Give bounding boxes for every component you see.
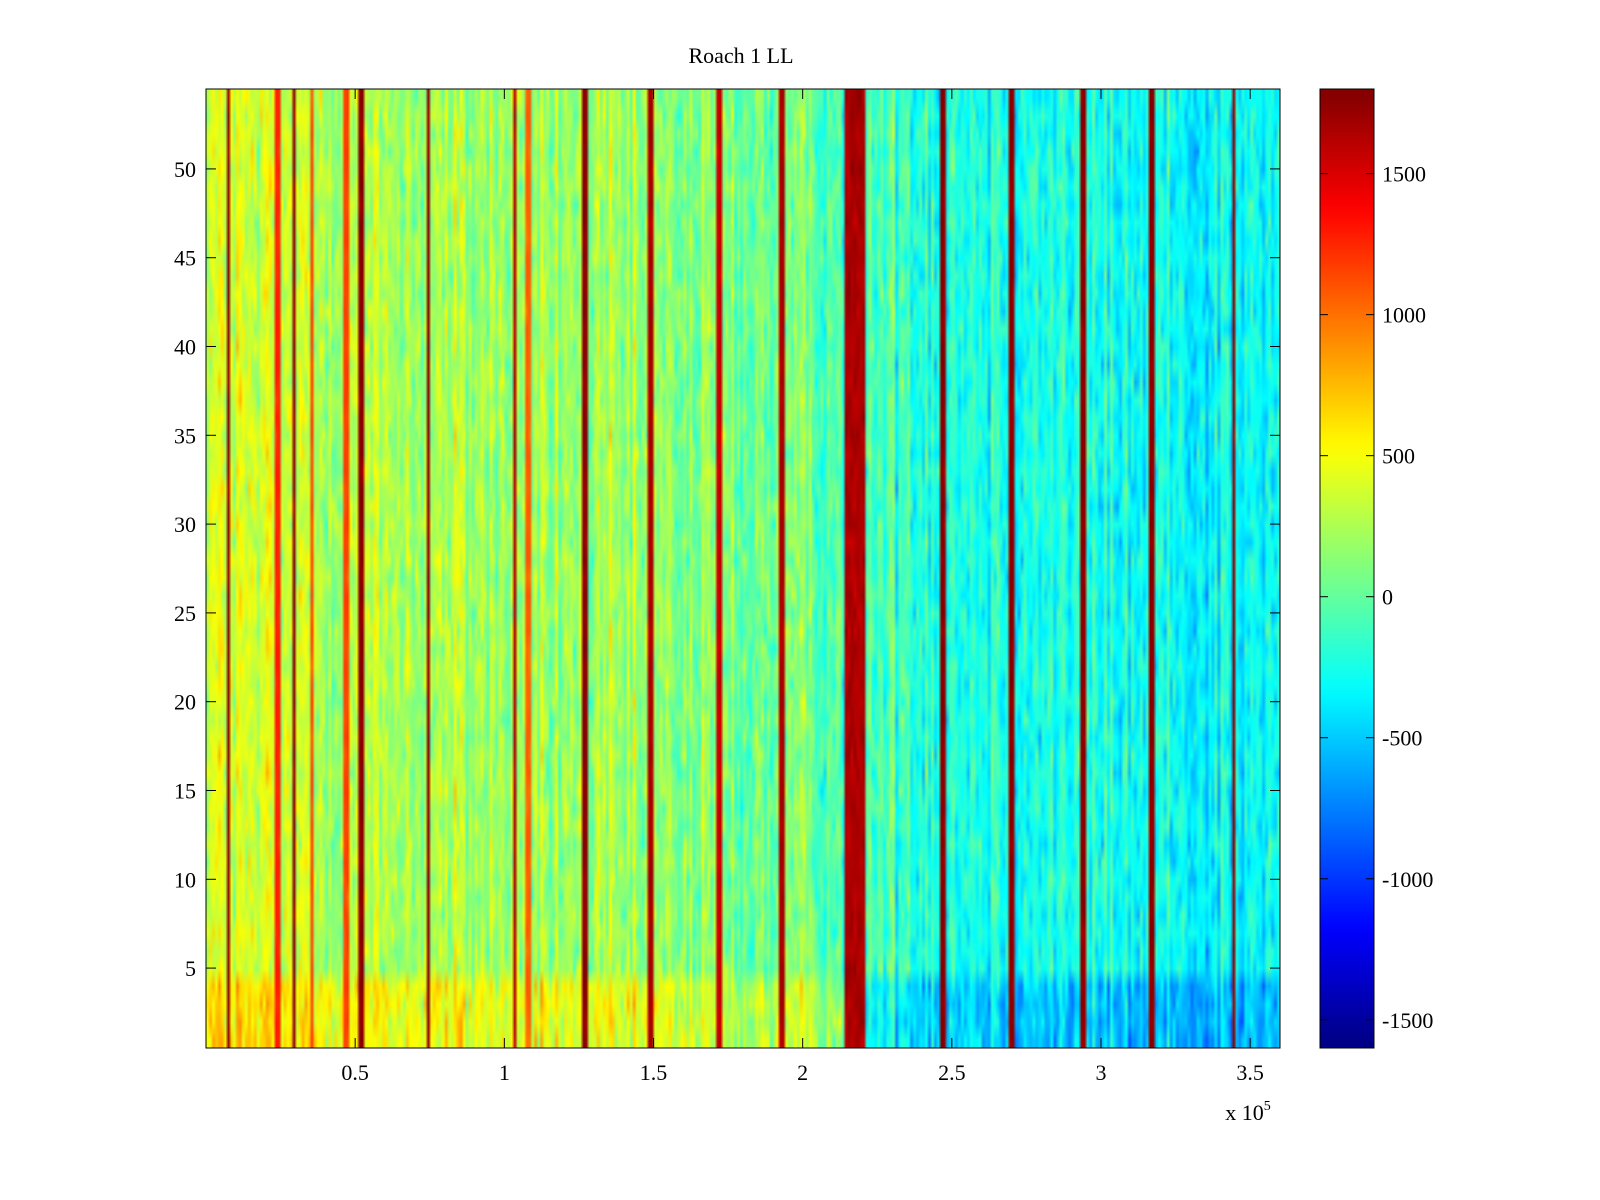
- y-tick-label: 35: [174, 423, 196, 448]
- y-tick-label: 5: [185, 956, 196, 981]
- colorbar-frame: [1319, 88, 1375, 1049]
- heatmap-image: [206, 89, 1280, 1048]
- colorbar-tick-label: -1500: [1382, 1008, 1433, 1033]
- x-tick-label: 1.5: [640, 1060, 668, 1085]
- x-tick-label: 1: [499, 1060, 510, 1085]
- x-tick-label: 2.5: [938, 1060, 966, 1085]
- x-tick-label: 0.5: [341, 1060, 369, 1085]
- x-exponent-power: 5: [1264, 1099, 1271, 1114]
- x-axis: 0.5 1 1.5 2 2.5 3 3.5: [341, 89, 1264, 1085]
- x-tick-label: 3.5: [1236, 1060, 1264, 1085]
- colorbar-gradient: [1320, 89, 1374, 1048]
- y-tick-label: 15: [174, 778, 196, 803]
- y-tick-label: 25: [174, 601, 196, 626]
- y-tick-label: 10: [174, 867, 196, 892]
- x-tick-label: 2: [797, 1060, 808, 1085]
- chart-title: Roach 1 LL: [688, 43, 793, 68]
- y-tick-label: 20: [174, 690, 196, 715]
- colorbar-tick-label: -1000: [1382, 867, 1433, 892]
- y-tick-label: 50: [174, 157, 196, 182]
- y-tick-label: 45: [174, 246, 196, 271]
- colorbar-tick-label: 1500: [1382, 162, 1426, 187]
- x-exponent-label: x 105: [1225, 1099, 1271, 1125]
- x-tick-label: 3: [1096, 1060, 1107, 1085]
- y-axis: 5 10 15 20 25 30 35 40 45 50: [174, 157, 1280, 981]
- colorbar-tick-label: -500: [1382, 726, 1422, 751]
- y-tick-label: 40: [174, 335, 196, 360]
- colorbar-tick-label: 500: [1382, 444, 1415, 469]
- colorbar-tick-label: 0: [1382, 585, 1393, 610]
- y-tick-label: 30: [174, 512, 196, 537]
- colorbar-tick-label: 1000: [1382, 303, 1426, 328]
- plot-frame: [205, 88, 1281, 1049]
- x-exponent-base: x 10: [1225, 1100, 1264, 1125]
- colorbar-axis: -1500 -1000 -500 0 500 1000 1500: [1320, 162, 1433, 1033]
